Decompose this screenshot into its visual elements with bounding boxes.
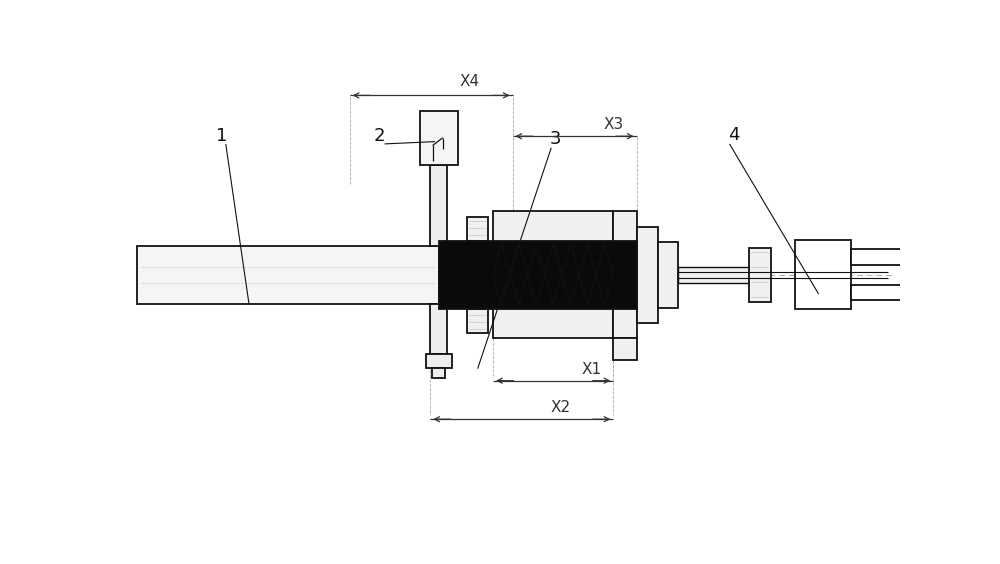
Bar [137, 245, 439, 304]
Bar [749, 248, 771, 302]
Bar [467, 309, 488, 333]
Text: X4: X4 [460, 74, 480, 89]
Bar [430, 165, 447, 245]
Bar [430, 304, 447, 354]
Bar [426, 354, 452, 368]
Bar [658, 242, 678, 307]
Bar [795, 240, 851, 310]
Text: 4: 4 [728, 126, 739, 144]
Bar [467, 217, 488, 241]
Bar [678, 267, 749, 283]
Bar [482, 244, 493, 271]
Text: 2: 2 [373, 127, 385, 145]
Bar [613, 338, 637, 360]
Text: X2: X2 [550, 400, 571, 415]
Bar [851, 249, 913, 265]
Text: 1: 1 [216, 127, 228, 145]
Bar [482, 279, 493, 306]
Bar [432, 368, 445, 378]
Bar [637, 227, 658, 323]
Bar [420, 111, 458, 165]
Bar [493, 212, 613, 338]
Text: X1: X1 [582, 362, 602, 377]
Bar [613, 212, 637, 338]
Bar [439, 241, 637, 309]
Bar [851, 285, 913, 300]
Text: X3: X3 [603, 117, 623, 133]
Text: 3: 3 [549, 130, 561, 148]
